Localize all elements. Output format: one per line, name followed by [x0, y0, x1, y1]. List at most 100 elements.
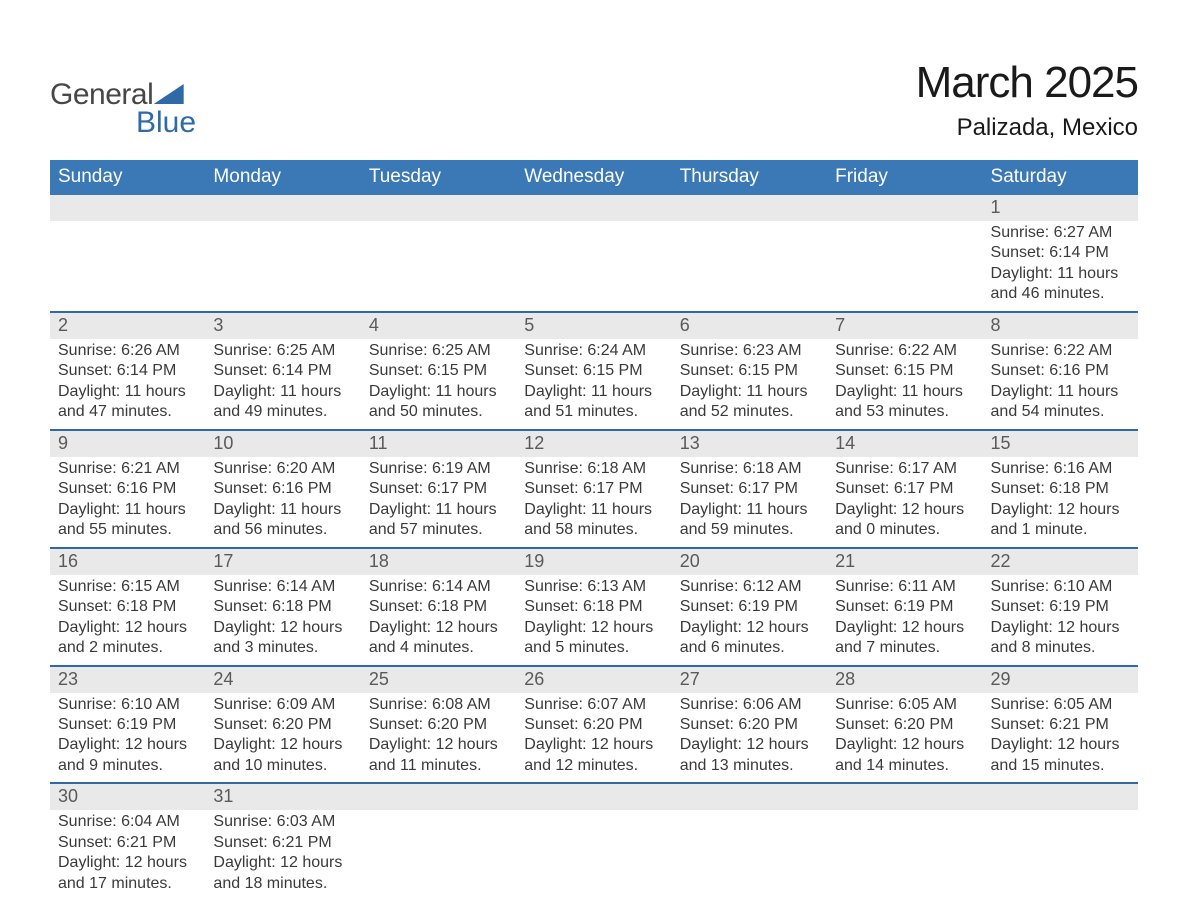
daylight-text: and 53 minutes.	[835, 402, 974, 422]
daylight-text: and 55 minutes.	[58, 520, 197, 540]
day-cell: Sunrise: 6:17 AMSunset: 6:17 PMDaylight:…	[827, 457, 982, 547]
day-number: 5	[516, 313, 671, 339]
day-cell: Sunrise: 6:05 AMSunset: 6:20 PMDaylight:…	[827, 693, 982, 783]
day-cell: Sunrise: 6:12 AMSunset: 6:19 PMDaylight:…	[672, 575, 827, 665]
sunset-text: Sunset: 6:15 PM	[680, 361, 819, 381]
sunset-text: Sunset: 6:14 PM	[991, 243, 1130, 263]
daylight-text: and 0 minutes.	[835, 520, 974, 540]
daylight-text: Daylight: 12 hours	[213, 618, 352, 638]
brand-logo: General Blue	[50, 78, 196, 140]
day-cell	[672, 810, 827, 900]
daylight-text: Daylight: 12 hours	[991, 735, 1130, 755]
daylight-text: Daylight: 12 hours	[524, 618, 663, 638]
sunset-text: Sunset: 6:19 PM	[835, 597, 974, 617]
day-cell: Sunrise: 6:25 AMSunset: 6:14 PMDaylight:…	[205, 339, 360, 429]
daylight-text: Daylight: 12 hours	[369, 735, 508, 755]
daylight-text: and 10 minutes.	[213, 756, 352, 776]
sunset-text: Sunset: 6:17 PM	[835, 479, 974, 499]
sunrise-text: Sunrise: 6:17 AM	[835, 459, 974, 479]
day-number: 7	[827, 313, 982, 339]
sunset-text: Sunset: 6:16 PM	[991, 361, 1130, 381]
day-cell	[672, 221, 827, 311]
sunset-text: Sunset: 6:20 PM	[524, 715, 663, 735]
sunset-text: Sunset: 6:18 PM	[524, 597, 663, 617]
sunset-text: Sunset: 6:16 PM	[213, 479, 352, 499]
sunrise-text: Sunrise: 6:06 AM	[680, 695, 819, 715]
sunset-text: Sunset: 6:18 PM	[369, 597, 508, 617]
daylight-text: and 49 minutes.	[213, 402, 352, 422]
day-cell: Sunrise: 6:10 AMSunset: 6:19 PMDaylight:…	[983, 575, 1138, 665]
day-number: 2	[50, 313, 205, 339]
daylight-text: and 1 minute.	[991, 520, 1130, 540]
daylight-text: Daylight: 11 hours	[369, 382, 508, 402]
day-cell: Sunrise: 6:24 AMSunset: 6:15 PMDaylight:…	[516, 339, 671, 429]
weekday-header: Monday	[205, 160, 360, 195]
day-cell	[205, 221, 360, 311]
calendar-week: 3031Sunrise: 6:04 AMSunset: 6:21 PMDayli…	[50, 782, 1138, 900]
daylight-text: Daylight: 12 hours	[680, 618, 819, 638]
daylight-text: and 47 minutes.	[58, 402, 197, 422]
sunset-text: Sunset: 6:20 PM	[213, 715, 352, 735]
daylight-text: and 52 minutes.	[680, 402, 819, 422]
sunrise-text: Sunrise: 6:16 AM	[991, 459, 1130, 479]
daylight-text: and 58 minutes.	[524, 520, 663, 540]
day-cell: Sunrise: 6:14 AMSunset: 6:18 PMDaylight:…	[205, 575, 360, 665]
sunrise-text: Sunrise: 6:23 AM	[680, 341, 819, 361]
day-cell: Sunrise: 6:03 AMSunset: 6:21 PMDaylight:…	[205, 810, 360, 900]
daylight-text: and 6 minutes.	[680, 638, 819, 658]
day-cell: Sunrise: 6:07 AMSunset: 6:20 PMDaylight:…	[516, 693, 671, 783]
sunrise-text: Sunrise: 6:07 AM	[524, 695, 663, 715]
sunrise-text: Sunrise: 6:04 AM	[58, 812, 197, 832]
daylight-text: Daylight: 11 hours	[369, 500, 508, 520]
sunset-text: Sunset: 6:15 PM	[835, 361, 974, 381]
sunrise-text: Sunrise: 6:22 AM	[835, 341, 974, 361]
daylight-text: and 59 minutes.	[680, 520, 819, 540]
day-number: 1	[983, 195, 1138, 221]
sunrise-text: Sunrise: 6:18 AM	[680, 459, 819, 479]
daylight-text: Daylight: 11 hours	[524, 382, 663, 402]
calendar-week: 9101112131415Sunrise: 6:21 AMSunset: 6:1…	[50, 429, 1138, 547]
sunrise-text: Sunrise: 6:13 AM	[524, 577, 663, 597]
day-number: 28	[827, 667, 982, 693]
daylight-text: and 18 minutes.	[213, 874, 352, 894]
day-number-row: 9101112131415	[50, 431, 1138, 457]
day-number: 30	[50, 784, 205, 810]
day-number: 11	[361, 431, 516, 457]
day-cell	[516, 221, 671, 311]
sunset-text: Sunset: 6:18 PM	[58, 597, 197, 617]
daylight-text: and 14 minutes.	[835, 756, 974, 776]
day-number: 13	[672, 431, 827, 457]
sunset-text: Sunset: 6:15 PM	[524, 361, 663, 381]
day-body-row: Sunrise: 6:15 AMSunset: 6:18 PMDaylight:…	[50, 575, 1138, 665]
sunset-text: Sunset: 6:21 PM	[991, 715, 1130, 735]
day-body-row: Sunrise: 6:10 AMSunset: 6:19 PMDaylight:…	[50, 693, 1138, 783]
day-number	[361, 195, 516, 221]
day-body-row: Sunrise: 6:27 AMSunset: 6:14 PMDaylight:…	[50, 221, 1138, 311]
sunrise-text: Sunrise: 6:09 AM	[213, 695, 352, 715]
sunset-text: Sunset: 6:14 PM	[58, 361, 197, 381]
sunrise-text: Sunrise: 6:24 AM	[524, 341, 663, 361]
day-number: 23	[50, 667, 205, 693]
sunrise-text: Sunrise: 6:27 AM	[991, 223, 1130, 243]
daylight-text: Daylight: 11 hours	[524, 500, 663, 520]
daylight-text: Daylight: 12 hours	[991, 618, 1130, 638]
day-number-row: 3031	[50, 784, 1138, 810]
day-number	[205, 195, 360, 221]
sunrise-text: Sunrise: 6:08 AM	[369, 695, 508, 715]
day-cell: Sunrise: 6:08 AMSunset: 6:20 PMDaylight:…	[361, 693, 516, 783]
daylight-text: and 12 minutes.	[524, 756, 663, 776]
sunset-text: Sunset: 6:19 PM	[680, 597, 819, 617]
day-number: 27	[672, 667, 827, 693]
day-number: 21	[827, 549, 982, 575]
daylight-text: Daylight: 11 hours	[991, 382, 1130, 402]
day-cell	[827, 810, 982, 900]
daylight-text: Daylight: 11 hours	[213, 382, 352, 402]
day-cell: Sunrise: 6:09 AMSunset: 6:20 PMDaylight:…	[205, 693, 360, 783]
day-number	[827, 195, 982, 221]
daylight-text: Daylight: 12 hours	[213, 735, 352, 755]
daylight-text: and 46 minutes.	[991, 284, 1130, 304]
daylight-text: and 7 minutes.	[835, 638, 974, 658]
day-cell: Sunrise: 6:26 AMSunset: 6:14 PMDaylight:…	[50, 339, 205, 429]
daylight-text: and 8 minutes.	[991, 638, 1130, 658]
day-cell: Sunrise: 6:05 AMSunset: 6:21 PMDaylight:…	[983, 693, 1138, 783]
